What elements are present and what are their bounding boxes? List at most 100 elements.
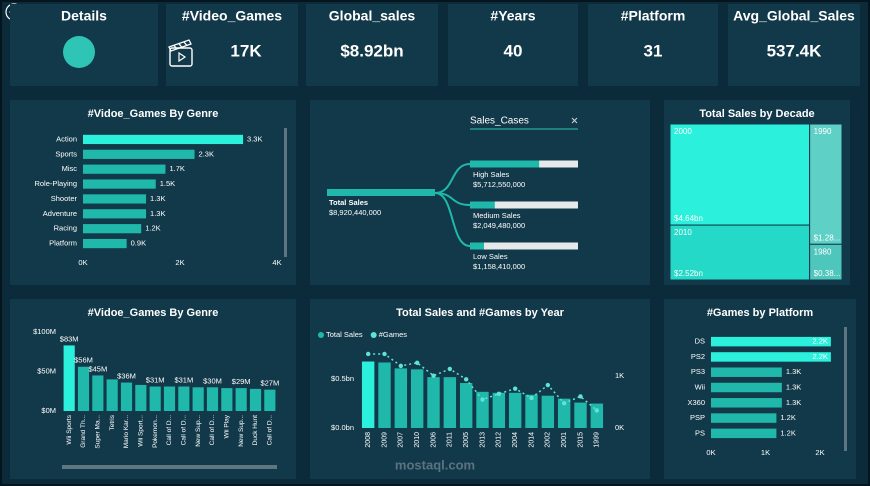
tile-label: 1990 [814,127,832,136]
value-label: $30M [203,376,222,385]
line-point [496,391,502,397]
value-label: 1.7K [169,164,184,173]
line-point [463,377,469,382]
category-label: Adventure [43,209,77,218]
y2-tick-label: 1K [615,371,624,380]
line-point [529,395,534,401]
line-point [447,366,453,372]
bar [83,179,156,189]
line-point [382,351,387,357]
node-name: Medium Sales [473,211,521,220]
bar [574,402,587,428]
treemap-tile [809,123,843,245]
bar [249,388,262,411]
value-label: $27M [260,379,279,388]
bar [711,336,831,347]
node-value: $5,712,550,000 [473,180,525,189]
bar [264,389,276,411]
bar [459,383,473,428]
chart-title: #Vidoe_Games By Genre [88,307,219,319]
root-bar [327,189,435,196]
icon-play [178,51,187,63]
value-label: 1.3K [786,367,801,376]
kpi-title: Global_sales [329,8,416,24]
bar [470,201,495,209]
x-tick-label: 2010 [414,432,421,448]
close-icon[interactable] [571,117,578,124]
line-point [512,386,518,391]
connector [434,192,471,247]
kpi-title: Avg_Global_Sales [733,8,855,24]
chart-panel [310,299,650,479]
kpi-card [588,4,718,86]
root-name: Total Sales [329,198,368,207]
bar [83,209,147,219]
tile-label: 2010 [674,228,692,237]
y-tick-label: $50M [37,366,56,375]
category-label: Misc [62,164,78,173]
category-label: Sports [55,149,77,158]
x-tick-label: 2013 [479,432,486,448]
x-tick-label: 2K [815,448,824,457]
legend-label: #Games [379,330,408,339]
line-point [414,360,420,365]
x-tick-label: Wii Play [224,414,231,438]
value-label: 1.2K [780,413,795,422]
bar [120,382,133,411]
x-tick-label: 2001 [561,432,568,448]
value-label: $29M [232,377,251,386]
bar [508,392,522,428]
node-value: $1,158,410,000 [473,262,525,271]
bar [106,379,118,411]
value-label: 2.2K [812,352,827,361]
bar [470,242,485,250]
x-tick-label: 0K [706,448,715,457]
kpi-title: #Platform [621,8,686,24]
kpi-value: 17K [230,41,262,60]
x-tick-label: 0K [78,258,87,267]
kpi-title: #Video_Games [182,8,282,24]
bar-track [470,201,578,209]
bar [135,384,147,411]
bar [711,367,782,377]
bar [711,428,777,439]
bar [163,386,176,411]
line-point [480,397,485,402]
bar [410,369,424,428]
icon-clapper [168,39,192,52]
legend-label: Total Sales [326,330,363,339]
bar [541,395,555,428]
bar [178,386,190,411]
tile-value: $1.28... [814,233,841,242]
node-name: High Sales [473,170,510,179]
field-title: Sales_Cases [470,116,529,127]
bar [83,194,147,204]
x-tick-label: 4K [272,258,281,267]
x-tick-label: Grand Th... [80,415,87,448]
kpi-value: 537.4K [767,41,823,60]
root-value: $8,920,440,000 [329,208,381,217]
category-label: PS2 [691,352,705,361]
video-icon [168,39,193,67]
node-value: $2,049,480,000 [473,221,525,230]
value-label: 1.2K [145,224,160,233]
value-label: 2.2K [812,337,827,346]
bar [63,345,75,411]
bar [83,238,127,249]
category-label: Platform [49,239,77,248]
bar [206,387,219,411]
bar [83,134,244,145]
x-tick-label: 2011 [447,432,454,447]
kpi-title: #Years [490,8,535,24]
x-tick-label: Wii Sports [66,414,73,444]
x-tick-label: 2005 [463,432,470,448]
value-label: $56M [74,356,93,365]
y-tick-label: $0.5bn [331,374,354,383]
bar [525,394,538,428]
value-label: $83M [60,334,79,343]
bar [83,224,142,234]
kpi-card [306,4,438,86]
node-name: Low Sales [473,252,508,261]
